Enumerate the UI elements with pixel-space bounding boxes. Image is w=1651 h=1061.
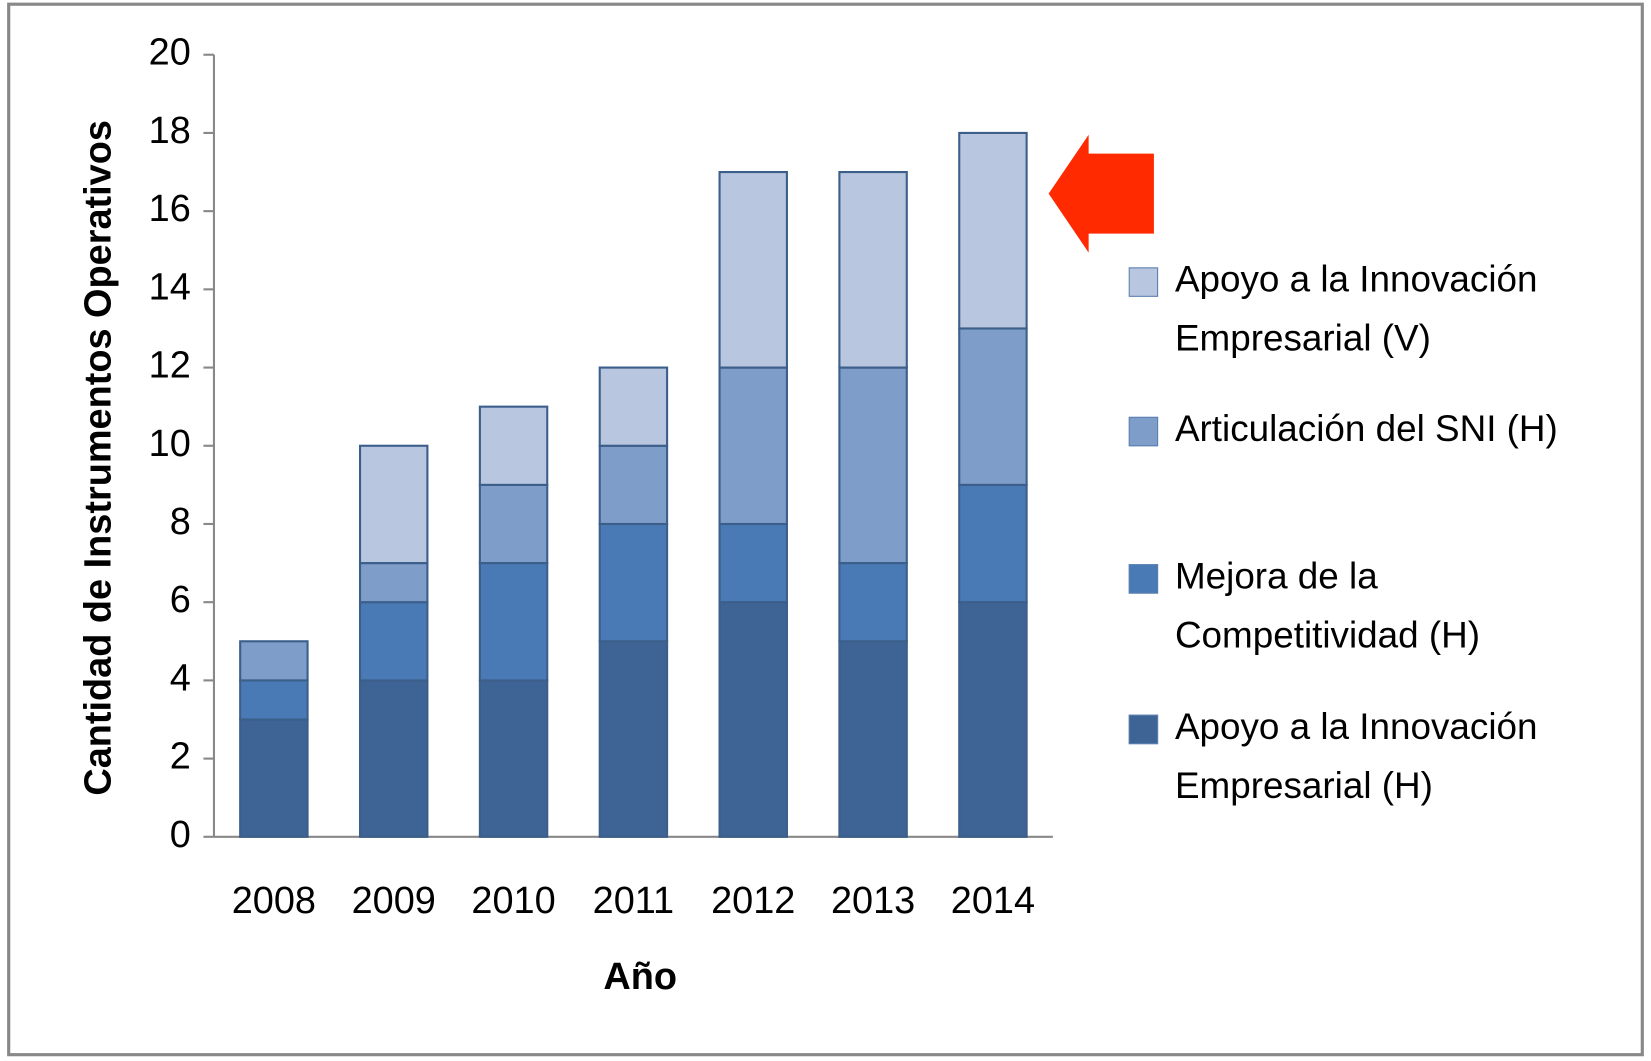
bar-segment: [838, 170, 908, 369]
bar-segment: [478, 405, 549, 486]
bar-segment: [838, 640, 908, 838]
y-tick-label: 16: [149, 188, 191, 230]
chart-frame: [7, 2, 1644, 1057]
y-tick-label: 14: [149, 266, 191, 308]
bar-segment: [478, 562, 549, 682]
bar-segment: [718, 601, 788, 838]
bar-segment: [239, 640, 309, 682]
legend-swatch: [1128, 267, 1159, 297]
legend-label: Apoyo a la Innovación Empresarial (H): [1174, 706, 1538, 807]
bar-segment: [718, 522, 788, 604]
x-tick-label: 2010: [471, 880, 555, 922]
bar-segment: [838, 366, 908, 565]
y-tick-label: 2: [170, 736, 191, 778]
bar-segment: [239, 679, 309, 721]
bar-segment: [598, 444, 669, 526]
y-tick-label: 12: [149, 345, 191, 387]
bar-segment: [718, 170, 788, 369]
legend: Apoyo a la Innovación Empresarial (V) Art…: [1128, 251, 1634, 840]
x-axis-title: Año: [603, 956, 677, 998]
x-tick-label: 2014: [951, 880, 1035, 922]
y-tick-label: 4: [170, 657, 191, 699]
legend-swatch: [1128, 714, 1159, 745]
x-tick-label: 2011: [593, 880, 674, 922]
legend-label: Apoyo a la Innovación Empresarial (V): [1174, 258, 1538, 359]
y-tick-label: 20: [149, 32, 191, 74]
bar-segment: [718, 366, 788, 526]
bar-segment: [598, 522, 669, 643]
x-tick-label: 2013: [831, 880, 915, 922]
y-tick-label: 10: [149, 423, 191, 465]
bar-segment: [358, 601, 429, 682]
y-tick-label: 18: [149, 110, 191, 152]
legend-label: Articulación del SNI (H): [1174, 408, 1558, 450]
bar-segment: [358, 679, 429, 838]
legend-swatch: [1128, 564, 1159, 594]
bar-segment: [958, 483, 1028, 604]
legend-swatch: [1128, 416, 1159, 447]
bar-segment: [838, 562, 908, 643]
bar-segment: [478, 679, 549, 838]
y-axis-title: Cantidad de Instrumentos Operativos: [77, 120, 119, 796]
legend-label: Mejora de la Competitividad (H): [1174, 555, 1481, 656]
bar-segment: [958, 131, 1028, 330]
bar-segment: [358, 444, 429, 565]
x-tick-label: 2009: [352, 880, 436, 922]
bar-segment: [358, 562, 429, 604]
y-tick-label: 6: [170, 579, 191, 621]
x-tick-label: 2008: [232, 880, 316, 922]
y-tick-label: 8: [170, 501, 191, 543]
bar-segment: [598, 640, 669, 838]
bar-segment: [958, 327, 1028, 486]
x-tick-label: 2012: [711, 880, 795, 922]
bar-segment: [478, 483, 549, 565]
bar-segment: [239, 718, 309, 838]
highlight-arrow: [1048, 134, 1154, 253]
legend-box: Apoyo a la Innovación Empresarial (V) Art…: [1128, 251, 1634, 840]
bar-segment: [958, 601, 1028, 838]
bar-segment: [598, 366, 669, 447]
y-tick-label: 0: [170, 814, 191, 856]
